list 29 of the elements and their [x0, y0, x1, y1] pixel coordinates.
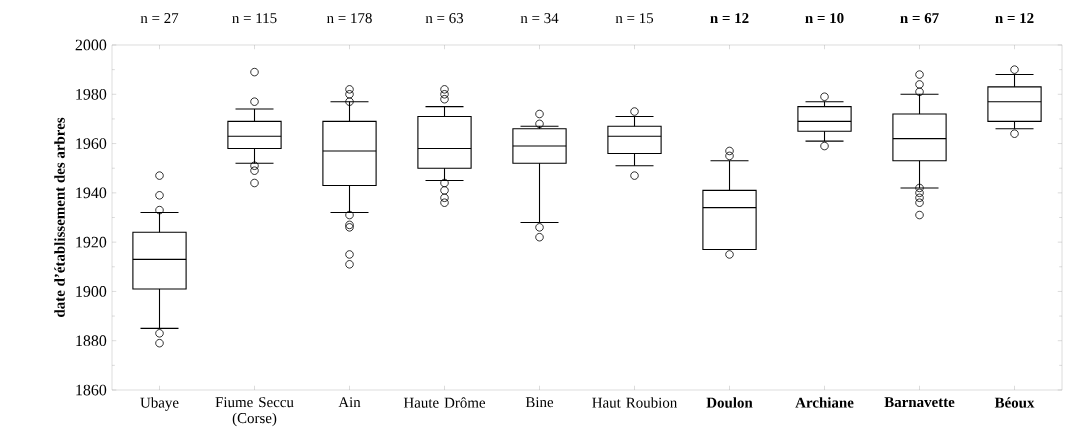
- text: n = 115: [232, 13, 277, 24]
- text: n = 27: [140, 13, 179, 23]
- x-tick-label: Ubaye: [140, 397, 179, 411]
- text: n = 12: [995, 13, 1034, 23]
- y-tick-label: 1920: [76, 236, 107, 248]
- y-tick-label: 1900: [76, 286, 107, 297]
- text: n = 15: [615, 13, 654, 24]
- x-tick-label: Haut Roubion: [592, 397, 678, 408]
- x-tick-label: Béoux: [994, 397, 1035, 408]
- x-tick-label: Doulon: [706, 397, 753, 408]
- y-tick-label: 2000: [75, 39, 107, 51]
- y-tick-label: 1980: [76, 88, 107, 100]
- text: n = 10: [805, 13, 844, 24]
- y-tick-label: 1960: [76, 138, 107, 149]
- x-tick-label: Archiane: [795, 397, 854, 408]
- y-tick-label: 1940: [76, 187, 107, 199]
- y-tick-label: 1880: [76, 335, 107, 347]
- x-tick-label: Bine: [525, 397, 554, 408]
- text: n = 12: [710, 13, 749, 23]
- x-tick-label: Haute Drôme: [403, 397, 486, 408]
- text: n = 178: [326, 13, 372, 24]
- x-tick-label: Fiume Seccu (Corse): [215, 397, 294, 427]
- x-tick-label: Barnavette: [884, 397, 955, 408]
- y-axis-title: date d’établissement des arbres: [54, 117, 65, 317]
- y-tick-label: 1860: [76, 384, 107, 396]
- text: n = 63: [425, 13, 464, 24]
- text: n = 67: [900, 13, 939, 24]
- x-tick-label: Ain: [338, 397, 361, 408]
- text: n = 34: [520, 13, 559, 24]
